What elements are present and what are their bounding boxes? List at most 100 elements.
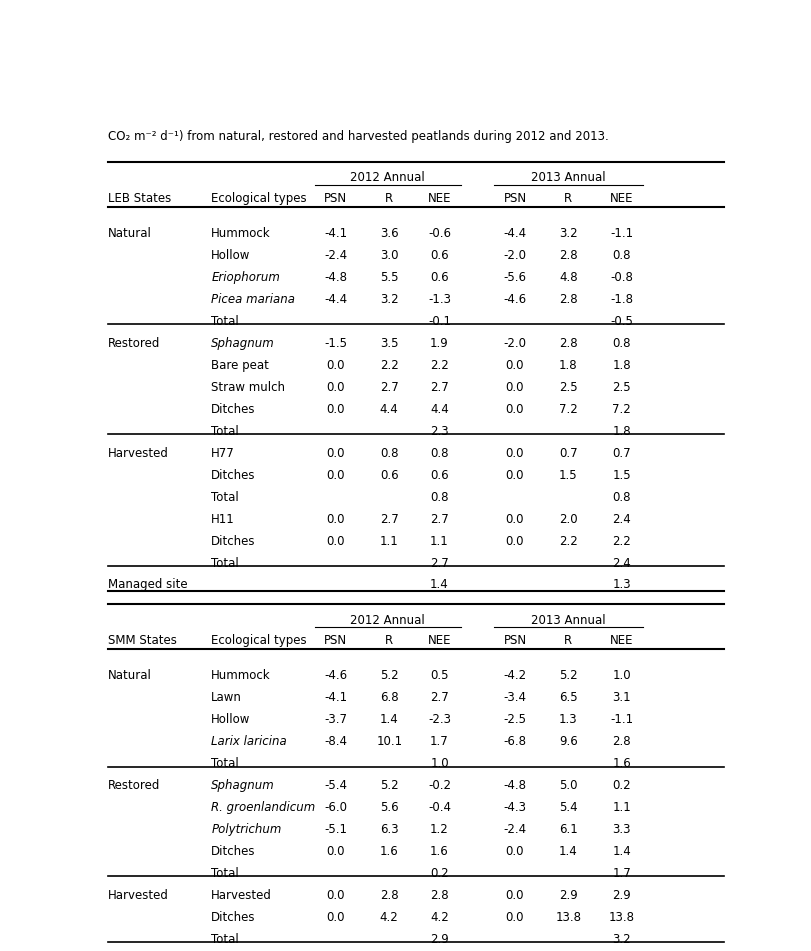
Text: Harvested: Harvested (212, 889, 272, 902)
Text: Ditches: Ditches (212, 534, 255, 548)
Text: 0.0: 0.0 (327, 534, 345, 548)
Text: 3.2: 3.2 (380, 293, 398, 306)
Text: R. groenlandicum: R. groenlandicum (212, 801, 315, 814)
Text: 3.0: 3.0 (380, 249, 398, 262)
Text: 4.2: 4.2 (430, 911, 449, 924)
Text: Eriophorum: Eriophorum (212, 271, 281, 284)
Text: 0.2: 0.2 (612, 779, 631, 792)
Text: 0.0: 0.0 (506, 911, 524, 924)
Text: -4.6: -4.6 (324, 670, 347, 682)
Text: 0.8: 0.8 (431, 491, 448, 504)
Text: R: R (385, 192, 393, 204)
Text: 0.6: 0.6 (380, 469, 398, 481)
Text: 1.7: 1.7 (612, 867, 631, 880)
Text: 10.1: 10.1 (376, 735, 402, 748)
Text: Total: Total (212, 425, 239, 437)
Text: Larix laricina: Larix laricina (212, 735, 287, 748)
Text: 2.2: 2.2 (430, 359, 449, 372)
Text: Ditches: Ditches (212, 911, 255, 924)
Text: Hummock: Hummock (212, 670, 271, 682)
Text: -0.8: -0.8 (611, 271, 633, 284)
Text: Straw mulch: Straw mulch (212, 380, 285, 394)
Text: 2.2: 2.2 (559, 534, 577, 548)
Text: 0.2: 0.2 (430, 867, 448, 880)
Text: 2.8: 2.8 (559, 249, 577, 262)
Text: 5.2: 5.2 (380, 779, 398, 792)
Text: 2012 Annual: 2012 Annual (350, 171, 425, 184)
Text: 1.4: 1.4 (559, 845, 577, 858)
Text: PSN: PSN (504, 634, 526, 647)
Text: -3.7: -3.7 (324, 713, 347, 727)
Text: 0.0: 0.0 (327, 513, 345, 526)
Text: 0.0: 0.0 (327, 380, 345, 394)
Text: 2.2: 2.2 (612, 534, 631, 548)
Text: Hollow: Hollow (212, 713, 251, 727)
Text: 1.6: 1.6 (612, 757, 631, 770)
Text: 0.0: 0.0 (327, 845, 345, 858)
Text: 1.7: 1.7 (430, 735, 449, 748)
Text: -1.8: -1.8 (611, 293, 633, 306)
Text: 1.3: 1.3 (612, 578, 631, 592)
Text: 0.0: 0.0 (327, 359, 345, 372)
Text: 5.2: 5.2 (559, 670, 577, 682)
Text: 2.5: 2.5 (612, 380, 631, 394)
Text: 6.3: 6.3 (380, 823, 398, 836)
Text: Sphagnum: Sphagnum (212, 779, 275, 792)
Text: 1.8: 1.8 (612, 359, 631, 372)
Text: 5.6: 5.6 (380, 801, 398, 814)
Text: 1.4: 1.4 (380, 713, 399, 727)
Text: Restored: Restored (108, 337, 160, 350)
Text: PSN: PSN (324, 192, 347, 204)
Text: -0.5: -0.5 (611, 315, 633, 328)
Text: 0.8: 0.8 (612, 249, 631, 262)
Text: 2.9: 2.9 (430, 933, 449, 946)
Text: LEB States: LEB States (108, 192, 171, 204)
Text: -1.1: -1.1 (610, 713, 633, 727)
Text: -4.3: -4.3 (504, 801, 526, 814)
Text: 0.8: 0.8 (380, 447, 398, 459)
Text: R: R (564, 192, 573, 204)
Text: Restored: Restored (108, 779, 160, 792)
Text: 0.8: 0.8 (612, 491, 631, 504)
Text: 2.9: 2.9 (612, 889, 631, 902)
Text: -4.1: -4.1 (324, 227, 347, 240)
Text: H11: H11 (212, 513, 235, 526)
Text: -1.1: -1.1 (610, 227, 633, 240)
Text: 4.2: 4.2 (380, 911, 399, 924)
Text: R: R (385, 634, 393, 647)
Text: 2.8: 2.8 (430, 889, 448, 902)
Text: Total: Total (212, 491, 239, 504)
Text: 5.5: 5.5 (380, 271, 398, 284)
Text: 0.0: 0.0 (506, 380, 524, 394)
Text: 3.6: 3.6 (380, 227, 398, 240)
Text: 5.0: 5.0 (559, 779, 577, 792)
Text: 1.2: 1.2 (430, 823, 449, 836)
Text: 0.0: 0.0 (506, 534, 524, 548)
Text: Harvested: Harvested (108, 447, 169, 459)
Text: 13.8: 13.8 (609, 911, 635, 924)
Text: 9.6: 9.6 (559, 735, 577, 748)
Text: -4.8: -4.8 (504, 779, 526, 792)
Text: Total: Total (212, 556, 239, 570)
Text: 1.8: 1.8 (612, 425, 631, 437)
Text: 2.7: 2.7 (380, 513, 399, 526)
Text: Ecological types: Ecological types (212, 634, 307, 647)
Text: 6.1: 6.1 (559, 823, 577, 836)
Text: Ditches: Ditches (212, 402, 255, 416)
Text: 3.5: 3.5 (380, 337, 398, 350)
Text: 0.0: 0.0 (506, 402, 524, 416)
Text: 2.8: 2.8 (559, 337, 577, 350)
Text: 1.6: 1.6 (380, 845, 399, 858)
Text: 0.8: 0.8 (612, 337, 631, 350)
Text: NEE: NEE (610, 192, 633, 204)
Text: 0.6: 0.6 (430, 271, 448, 284)
Text: -0.1: -0.1 (428, 315, 451, 328)
Text: 2.7: 2.7 (430, 691, 449, 705)
Text: 3.3: 3.3 (612, 823, 631, 836)
Text: NEE: NEE (427, 192, 451, 204)
Text: 5.4: 5.4 (559, 801, 577, 814)
Text: 0.0: 0.0 (327, 402, 345, 416)
Text: 5.2: 5.2 (380, 670, 398, 682)
Text: 2.7: 2.7 (430, 513, 449, 526)
Text: 2.8: 2.8 (612, 735, 631, 748)
